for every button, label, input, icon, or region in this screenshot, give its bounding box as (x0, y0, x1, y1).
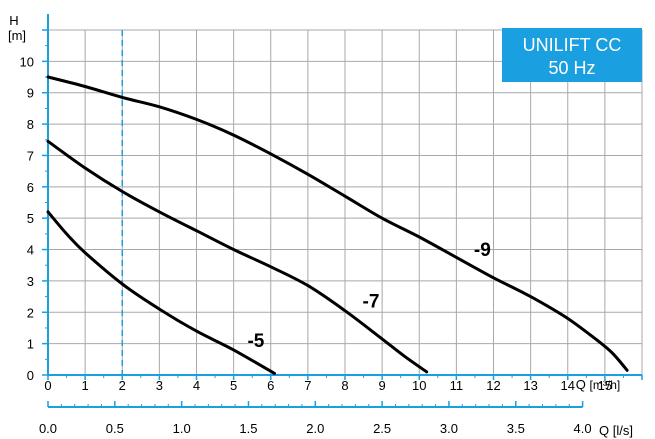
axes (42, 14, 643, 408)
badge-line2: 50 Hz (548, 58, 595, 78)
y-axis-unit: [m] (8, 28, 26, 43)
y-tick-label: 7 (27, 148, 34, 163)
x-tick-label: 12 (486, 378, 500, 393)
series-label: -7 (363, 292, 380, 313)
x2-tick-label: 0.0 (39, 421, 57, 436)
y-tick-label: 9 (27, 86, 34, 101)
x-tick-label: 8 (341, 378, 348, 393)
y-tick-label: 3 (27, 274, 34, 289)
x-axis-label: Q [m³/h] (576, 377, 620, 392)
x-axis-label-prefix: Q (576, 377, 586, 392)
series-label: -9 (474, 240, 491, 261)
y-tick-label: 0 (27, 368, 34, 383)
x2-tick-label: 0.5 (106, 421, 124, 436)
x-axis-unit: [m³/h] (590, 378, 621, 392)
x-tick-label: 5 (230, 378, 237, 393)
series-line-n9 (46, 75, 629, 372)
x-tick-label: 7 (304, 378, 311, 393)
series-line-n5 (46, 210, 276, 375)
y-tick-label: 6 (27, 180, 34, 195)
x2-tick-label: 3.0 (440, 421, 458, 436)
badge-background (502, 28, 642, 82)
x2-tick-label: 1.0 (173, 421, 191, 436)
x-tick-label: 13 (523, 378, 537, 393)
x-tick-label: 1 (82, 378, 89, 393)
x2-tick-label: 4.0 (574, 421, 592, 436)
x-tick-label: 11 (450, 378, 464, 393)
x-tick-label: 0 (44, 378, 51, 393)
x2-tick-label: 2.0 (306, 421, 324, 436)
y-tick-label: 10 (20, 54, 34, 69)
x-tick-label: 10 (412, 378, 426, 393)
x-tick-label: 4 (193, 378, 200, 393)
x2-axis-unit: [l/s] (613, 423, 633, 438)
x-tick-label: 6 (267, 378, 274, 393)
x2-tick-label: 1.5 (239, 421, 257, 436)
series-label: -5 (247, 331, 264, 352)
x-tick-label: 9 (379, 378, 386, 393)
x-tick-label: 2 (119, 378, 126, 393)
model-badge: UNILIFT CC 50 Hz (502, 28, 642, 82)
series-line-n7 (46, 139, 429, 374)
y-tick-label: 5 (27, 211, 34, 226)
x-tick-label: 14 (561, 378, 575, 393)
x2-axis-label: Q [l/s] (599, 423, 633, 438)
series-layer (46, 75, 629, 375)
y-tick-label: 2 (27, 305, 34, 320)
x2-tick-label: 3.5 (507, 421, 525, 436)
x2-tick-label: 2.5 (373, 421, 391, 436)
y-tick-label: 4 (27, 243, 34, 258)
badge-line1: UNILIFT CC (523, 35, 622, 55)
x2-axis-label-prefix: Q (599, 423, 609, 438)
y-axis-title: H (9, 13, 18, 28)
x-tick-label: 15 (598, 378, 612, 393)
y-tick-label: 1 (27, 337, 34, 352)
x-tick-label: 3 (156, 378, 163, 393)
y-tick-label: 8 (27, 117, 34, 132)
